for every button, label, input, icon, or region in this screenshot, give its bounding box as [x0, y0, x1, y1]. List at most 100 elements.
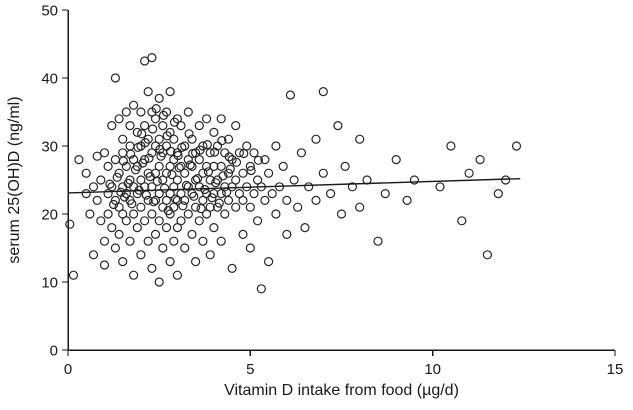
data-point [224, 152, 234, 162]
data-point [192, 174, 203, 184]
data-point [140, 120, 150, 131]
data-point [231, 175, 241, 185]
data-point [231, 157, 242, 167]
data-point [220, 209, 230, 219]
data-point [125, 120, 135, 131]
data-point [96, 175, 106, 185]
data-point [209, 161, 219, 171]
data-point [271, 141, 281, 151]
data-point [304, 182, 314, 192]
data-point [225, 164, 235, 174]
data-point [493, 189, 503, 199]
data-point [140, 138, 150, 148]
y-tick-label: 30 [41, 138, 58, 155]
data-point [194, 216, 204, 226]
data-point [446, 141, 456, 151]
data-point [92, 151, 102, 161]
data-point [183, 209, 193, 219]
data-point [118, 156, 129, 166]
data-point [176, 161, 186, 171]
data-point [194, 155, 204, 165]
data-point [110, 243, 121, 253]
x-axis-title: Vitamin D intake from food (µg/d) [224, 382, 459, 399]
data-point [198, 236, 208, 246]
data-point [293, 202, 303, 212]
data-point [326, 189, 336, 199]
data-point [165, 86, 175, 97]
data-point [156, 151, 166, 161]
data-point [107, 120, 117, 131]
data-point [178, 201, 188, 211]
data-point [160, 183, 170, 193]
data-point [373, 236, 383, 246]
data-point [99, 148, 110, 158]
data-point [118, 134, 128, 144]
data-point [154, 216, 164, 226]
data-point [333, 120, 343, 131]
data-point [289, 175, 299, 185]
data-point [212, 202, 223, 212]
data-point [144, 153, 154, 163]
data-point [154, 277, 164, 287]
data-point [147, 52, 157, 63]
data-point [238, 229, 248, 239]
data-point [123, 178, 133, 188]
data-point [110, 73, 121, 83]
data-point [195, 145, 205, 155]
data-point [511, 141, 522, 151]
y-tick-label: 0 [50, 342, 58, 359]
data-point [154, 93, 164, 104]
data-point [482, 250, 492, 260]
data-point [340, 161, 350, 171]
data-point [65, 219, 75, 229]
data-point [347, 182, 357, 192]
data-point [207, 193, 217, 203]
data-point [264, 168, 274, 178]
data-point [171, 194, 181, 204]
data-point [149, 197, 159, 207]
data-point [227, 263, 237, 273]
data-point [187, 189, 197, 199]
data-point [435, 182, 445, 192]
data-point [223, 168, 234, 178]
data-point [126, 149, 136, 159]
data-point [209, 189, 219, 199]
data-point [188, 148, 198, 159]
data-point [180, 243, 190, 253]
data-point [155, 144, 165, 154]
data-point [140, 216, 150, 226]
data-point [246, 165, 256, 176]
data-point [145, 172, 155, 182]
data-point [267, 189, 277, 199]
data-point [169, 236, 179, 246]
data-point [216, 236, 226, 246]
data-point [300, 223, 310, 233]
data-point [74, 155, 84, 165]
data-point [173, 150, 183, 161]
data-point [99, 236, 110, 246]
data-point [116, 187, 126, 197]
data-point [253, 216, 263, 226]
data-point [136, 250, 146, 260]
data-point [129, 209, 139, 219]
data-point [154, 134, 164, 144]
data-point [187, 161, 197, 171]
data-point [172, 270, 182, 280]
data-point [260, 155, 270, 165]
data-point [501, 175, 511, 185]
data-point [285, 90, 295, 100]
data-point [191, 202, 201, 212]
data-point [212, 141, 223, 151]
data-point [138, 158, 148, 168]
data-point [238, 168, 248, 178]
data-point [249, 148, 259, 158]
data-point [114, 168, 124, 178]
data-point [174, 163, 184, 173]
data-point [271, 209, 281, 219]
x-tick-label: 0 [64, 361, 72, 378]
data-point [121, 161, 131, 171]
data-point [391, 155, 401, 165]
data-point [114, 229, 124, 239]
